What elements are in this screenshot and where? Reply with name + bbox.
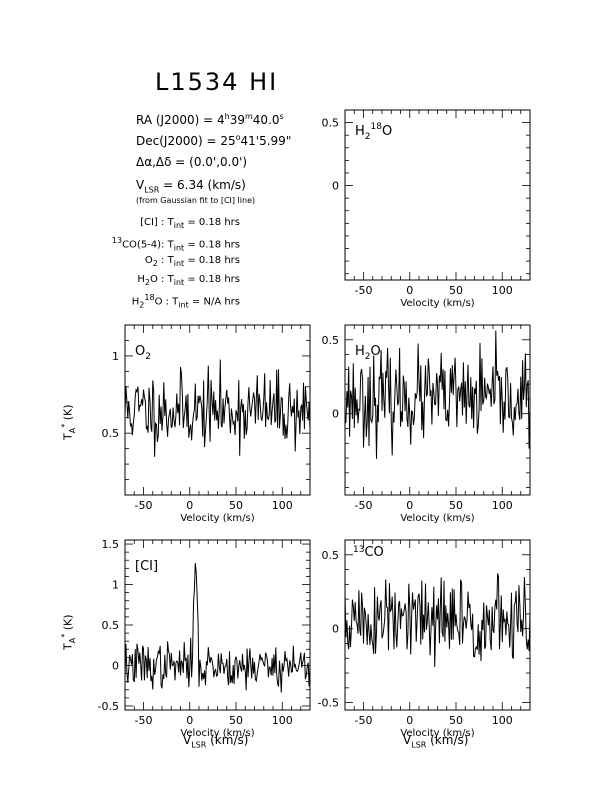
x-tick-label: -50 [135,499,153,512]
x-tick-label: 100 [492,714,513,727]
molecule-label: 13CO [353,545,384,560]
x-tick-label: 100 [492,499,513,512]
x-axis-label: Velocity (km/s) [180,728,254,739]
x-tick-label: 50 [449,284,463,297]
x-tick-label: 50 [229,714,243,727]
x-tick-label: 0 [406,284,413,297]
vlsr-axis-label-left: VLSR (km/s) [183,733,249,750]
x-tick-label: 100 [492,284,513,297]
integration-time-row: O2 : Tint = 0.18 hrs [144,255,240,268]
vlsr-sub: LSR [144,185,160,195]
molecule-label: H2O [355,344,381,362]
vlsr-rest: = 6.34 (km/s) [159,178,246,192]
x-tick-label: -50 [355,499,373,512]
ra-sec: 40.0 [252,113,280,127]
x-axis-label: Velocity (km/s) [400,298,474,309]
x-axis-label: Velocity (km/s) [180,513,254,524]
molecule-label: [CI] [135,559,158,574]
x-tick-label: 50 [229,499,243,512]
vlsr-axis-label-right: VLSR (km/s) [403,733,469,750]
dec-deg: o [235,133,241,142]
dec-line: Dec(J2000) = 25o41'5.99" [136,133,291,148]
ra-mid: 39 [229,113,245,127]
y-tick-label: 0.5 [102,619,120,632]
x-tick-label: 100 [272,714,293,727]
dec-prefix: Dec(J2000) = 25 [136,134,236,148]
y-tick-label: 0.5 [322,334,340,347]
figure-title: L1534 HI [155,68,279,96]
dec-rest: 41'5.99" [240,134,292,148]
integration-time-row: H2O : Tint = 0.18 hrs [137,274,240,287]
y-tick-label: 1.5 [102,538,120,551]
ra-prefix: RA (J2000) = 4 [136,113,225,127]
panel-13co: -50 0 50 100 Velocity (km/s) -0.5 0 0.5 13CO [318,539,531,739]
y-tick-label: -0.5 [98,700,119,713]
panel-o2: -50 0 50 100 Velocity (km/s) 0.5 1 O2 [102,324,311,524]
y-tick-label: 0 [332,408,339,421]
spectrum-trace [124,359,311,457]
ra-s: s [279,112,284,121]
spectrum-trace [124,562,311,693]
x-axis-label: Velocity (km/s) [400,728,474,739]
x-tick-label: 50 [449,499,463,512]
x-tick-label: 0 [406,714,413,727]
y-tick-label: 0.5 [102,427,120,440]
x-tick-label: -50 [355,284,373,297]
x-tick-label: 100 [272,499,293,512]
ra-m: m [245,112,253,121]
integration-time-row: [CI] : Tint = 0.18 hrs [140,217,240,230]
integration-time-row: 13CO(5-4): Tint = 0.18 hrs [111,236,240,253]
spectrum-trace [344,573,531,668]
y-axis-label-middle: TA* (K) [60,404,77,440]
y-tick-label: 1 [112,579,119,592]
x-tick-label: 50 [449,714,463,727]
x-tick-label: -50 [355,714,373,727]
x-tick-label: -50 [135,714,153,727]
offset-line: Δα,Δδ = (0.0',0.0') [136,155,248,169]
x-tick-label: 0 [186,499,193,512]
x-tick-label: 0 [406,499,413,512]
vlsr-line: VLSR = 6.34 (km/s) [136,178,246,194]
y-tick-label: -0.5 [318,697,339,710]
x-axis-label: Velocity (km/s) [400,513,474,524]
y-tick-label: 0.5 [322,549,340,562]
y-tick-label: 1 [112,350,119,363]
y-tick-label: 0 [332,623,339,636]
vlsr-main: V [136,178,145,192]
y-tick-label: 0 [112,659,119,672]
y-axis-label-bottom: TA* (K) [60,614,77,650]
panel-ci: -50 0 50 100 Velocity (km/s) -0.5 0 0.5 1 1.5 [CI] [98,538,311,739]
spectrum-trace [344,330,531,459]
fit-note: (from Gaussian fit to [CI] line) [136,196,256,205]
plot-frame [344,109,531,281]
y-tick-label: 0.5 [322,117,340,130]
molecule-label: O2 [135,344,151,362]
integration-time-row: H218O : Tint = N/A hrs [131,293,240,310]
y-tick-label: 0 [332,180,339,193]
molecule-label: H218O [355,122,392,142]
ra-line: RA (J2000) = 4h39m40.0s [136,112,284,127]
ra-h: h [224,112,230,121]
x-tick-label: 0 [186,714,193,727]
